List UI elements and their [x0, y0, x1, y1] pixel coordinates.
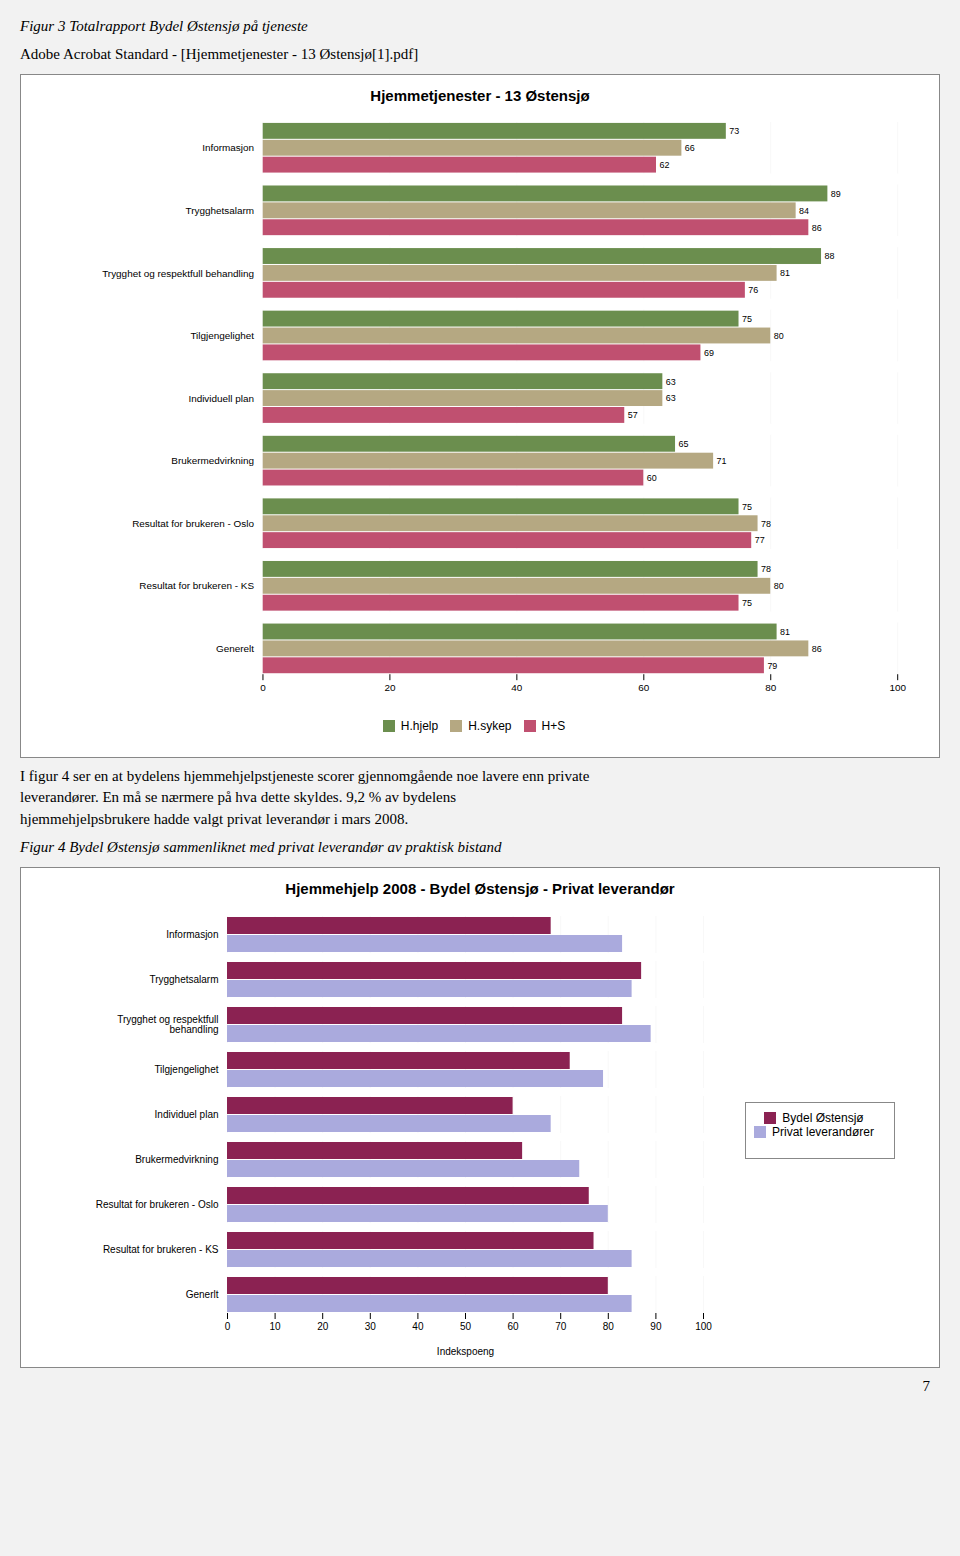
svg-text:75: 75: [742, 313, 752, 323]
svg-text:10: 10: [270, 1320, 282, 1331]
svg-text:20: 20: [384, 681, 396, 692]
svg-text:80: 80: [774, 330, 784, 340]
svg-text:80: 80: [774, 581, 784, 591]
svg-text:70: 70: [555, 1320, 567, 1331]
svg-text:69: 69: [704, 347, 714, 357]
html-text:H.hjelp: H.hjelp: [400, 719, 439, 733]
svg-text:30: 30: [365, 1320, 377, 1331]
svg-text:81: 81: [780, 268, 790, 278]
html-text:Figur 4 Bydel Østensjø sammenl: Figur 4 Bydel Østensjø sammenliknet med …: [20, 838, 502, 855]
svg-text:Resultat for brukeren - Oslo: Resultat for brukeren - Oslo: [132, 517, 254, 528]
svg-text:Trygghetsalarm: Trygghetsalarm: [185, 205, 254, 216]
svg-text:100: 100: [695, 1320, 712, 1331]
svg-text:62: 62: [659, 159, 669, 169]
svg-text:Tilgjengelighet: Tilgjengelighet: [190, 330, 254, 341]
html-text:Figur 3 Totalrapport Bydel Øst: Figur 3 Totalrapport Bydel Østensjø på t…: [20, 18, 308, 34]
svg-text:86: 86: [812, 643, 822, 653]
svg-text:Indekspoeng: Indekspoeng: [437, 1345, 494, 1356]
svg-text:Tilgjengelighet: Tilgjengelighet: [154, 1064, 218, 1075]
svg-text:63: 63: [666, 393, 676, 403]
html-text:Hjemmehjelp 2008 - Bydel Østen: Hjemmehjelp 2008 - Bydel Østensjø - Priv…: [285, 879, 675, 897]
svg-text:63: 63: [666, 376, 676, 386]
svg-text:Brukermedvirkning: Brukermedvirkning: [171, 455, 254, 466]
html-text:Privat leverandører: Privat leverandører: [772, 1125, 874, 1139]
svg-text:Resultat for brukeren - KS: Resultat for brukeren - KS: [103, 1244, 219, 1255]
svg-text:0: 0: [260, 681, 266, 692]
html-text:H+S: H+S: [541, 719, 566, 733]
svg-text:75: 75: [742, 501, 752, 511]
svg-text:71: 71: [717, 456, 727, 466]
html-text:Bydel Østensjø: Bydel Østensjø: [782, 1111, 864, 1125]
svg-text:Resultat for brukeren - KS: Resultat for brukeren - KS: [139, 580, 254, 591]
svg-text:60: 60: [638, 681, 650, 692]
svg-text:Trygghet og respektfull behand: Trygghet og respektfull behandling: [102, 267, 254, 278]
svg-text:100: 100: [889, 681, 906, 692]
svg-text:80: 80: [765, 681, 777, 692]
svg-text:60: 60: [647, 472, 657, 482]
svg-text:60: 60: [508, 1320, 520, 1331]
svg-text:Generlt: Generlt: [186, 1289, 219, 1300]
svg-text:Informasjon: Informasjon: [202, 142, 254, 153]
svg-text:79: 79: [767, 660, 777, 670]
svg-text:73: 73: [729, 126, 739, 136]
svg-text:Individuel plan: Individuel plan: [155, 1109, 219, 1120]
svg-text:78: 78: [761, 518, 771, 528]
svg-text:Informasjon: Informasjon: [166, 929, 218, 940]
svg-text:40: 40: [412, 1320, 424, 1331]
svg-text:Resultat for brukeren - Oslo: Resultat for brukeren - Oslo: [96, 1199, 219, 1210]
html-text:I figur 4 ser en at bydelens h: I figur 4 ser en at bydelens hjemmehjelp…: [20, 767, 590, 827]
svg-text:88: 88: [825, 251, 835, 261]
html-text:H.sykep: H.sykep: [468, 719, 512, 733]
svg-text:Trygghetsalarm: Trygghetsalarm: [149, 974, 218, 985]
svg-text:80: 80: [603, 1320, 615, 1331]
svg-text:Individuell plan: Individuell plan: [188, 392, 254, 403]
svg-text:76: 76: [748, 285, 758, 295]
svg-text:40: 40: [511, 681, 523, 692]
svg-text:20: 20: [317, 1320, 329, 1331]
html-text:7: 7: [922, 1377, 930, 1394]
html-text:Hjemmetjenester - 13 Østensjø: Hjemmetjenester - 13 Østensjø: [370, 86, 590, 104]
svg-text:Generelt: Generelt: [216, 643, 254, 654]
svg-text:75: 75: [742, 598, 752, 608]
html-text:Adobe Acrobat Standard - [Hjem: Adobe Acrobat Standard - [Hjemmetjeneste…: [20, 45, 419, 62]
svg-text:65: 65: [679, 439, 689, 449]
svg-text:89: 89: [831, 188, 841, 198]
svg-text:50: 50: [460, 1320, 472, 1331]
svg-text:66: 66: [685, 143, 695, 153]
svg-text:84: 84: [799, 205, 809, 215]
svg-text:57: 57: [628, 410, 638, 420]
svg-text:Trygghet og respektfullbehandl: Trygghet og respektfullbehandling: [117, 1014, 218, 1035]
svg-text:81: 81: [780, 626, 790, 636]
svg-text:Brukermedvirkning: Brukermedvirkning: [135, 1154, 218, 1165]
svg-text:78: 78: [761, 564, 771, 574]
svg-text:86: 86: [812, 222, 822, 232]
svg-text:0: 0: [225, 1320, 231, 1331]
svg-text:90: 90: [650, 1320, 662, 1331]
svg-text:77: 77: [755, 535, 765, 545]
